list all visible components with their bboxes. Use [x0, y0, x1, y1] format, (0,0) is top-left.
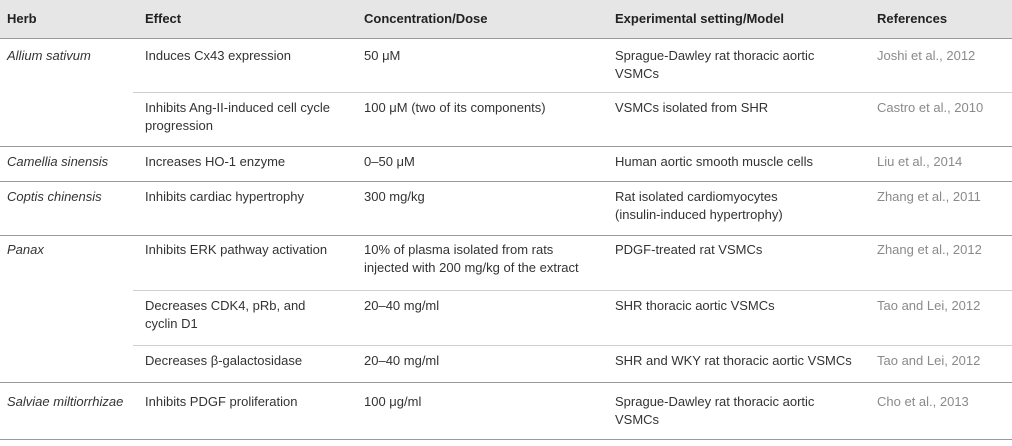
setting-text: SHR thoracic aortic VSMCs	[615, 298, 775, 313]
effect-text: Induces Cx43 expression	[145, 48, 291, 63]
group-divider	[0, 235, 1012, 236]
effect-text: Inhibits Ang-II-induced cell cycle	[145, 100, 330, 115]
setting-text: Sprague-Dawley rat thoracic aortic	[615, 48, 815, 63]
effect-text: Inhibits PDGF proliferation	[145, 394, 298, 409]
header-herb: Herb	[7, 11, 37, 26]
setting-text: VSMCs isolated from SHR	[615, 100, 769, 115]
reference-text: Tao and Lei, 2012	[877, 353, 981, 368]
group-divider	[0, 382, 1012, 383]
reference-text: Castro et al., 2010	[877, 100, 984, 115]
effect-text: progression	[145, 118, 213, 133]
row-divider	[133, 345, 1012, 346]
group-divider	[0, 146, 1012, 147]
setting-text: VSMCs	[615, 66, 660, 81]
header-effect: Effect	[145, 11, 182, 26]
dose-text: 10% of plasma isolated from rats	[364, 242, 554, 257]
dose-text: 0–50 μM	[364, 154, 415, 169]
herb-name: Camellia sinensis	[7, 154, 109, 169]
herb-name: Salviae miltiorrhizae	[7, 394, 124, 409]
effect-text: Decreases CDK4, pRb, and	[145, 298, 306, 313]
header-concentration: Concentration/Dose	[364, 11, 488, 26]
setting-text: VSMCs	[615, 412, 660, 427]
herb-name: Panax	[7, 242, 44, 257]
setting-text: Rat isolated cardiomyocytes	[615, 189, 778, 204]
effect-text: Inhibits cardiac hypertrophy	[145, 189, 304, 204]
header-references: References	[877, 11, 948, 26]
header-setting: Experimental setting/Model	[615, 11, 785, 26]
reference-text: Zhang et al., 2012	[877, 242, 982, 257]
herb-name: Coptis chinensis	[7, 189, 102, 204]
dose-text: 50 μM	[364, 48, 401, 63]
reference-text: Liu et al., 2014	[877, 154, 963, 169]
dose-text: 100 μg/ml	[364, 394, 422, 409]
effect-text: Decreases β-galactosidase	[145, 353, 303, 368]
setting-text: (insulin-induced hypertrophy)	[615, 207, 783, 222]
reference-text: Cho et al., 2013	[877, 394, 969, 409]
effect-text: Increases HO-1 enzyme	[145, 154, 286, 169]
setting-text: Sprague-Dawley rat thoracic aortic	[615, 394, 815, 409]
row-divider	[133, 92, 1012, 93]
reference-text: Tao and Lei, 2012	[877, 298, 981, 313]
header-rule	[0, 38, 1012, 39]
dose-text: 300 mg/kg	[364, 189, 425, 204]
dose-text: 20–40 mg/ml	[364, 353, 440, 368]
dose-text: injected with 200 mg/kg of the extract	[364, 260, 579, 275]
effect-text: cyclin D1	[145, 316, 198, 331]
setting-text: PDGF-treated rat VSMCs	[615, 242, 763, 257]
group-divider	[0, 181, 1012, 182]
reference-text: Joshi et al., 2012	[877, 48, 976, 63]
dose-text: 20–40 mg/ml	[364, 298, 440, 313]
herb-name: Allium sativum	[7, 48, 91, 63]
row-divider	[133, 290, 1012, 291]
group-divider	[0, 439, 1012, 440]
reference-text: Zhang et al., 2011	[877, 189, 981, 204]
effect-text: Inhibits ERK pathway activation	[145, 242, 328, 257]
table-header-band	[0, 0, 1012, 38]
setting-text: SHR and WKY rat thoracic aortic VSMCs	[615, 353, 852, 368]
dose-text: 100 μM (two of its components)	[364, 100, 546, 115]
setting-text: Human aortic smooth muscle cells	[615, 154, 813, 169]
